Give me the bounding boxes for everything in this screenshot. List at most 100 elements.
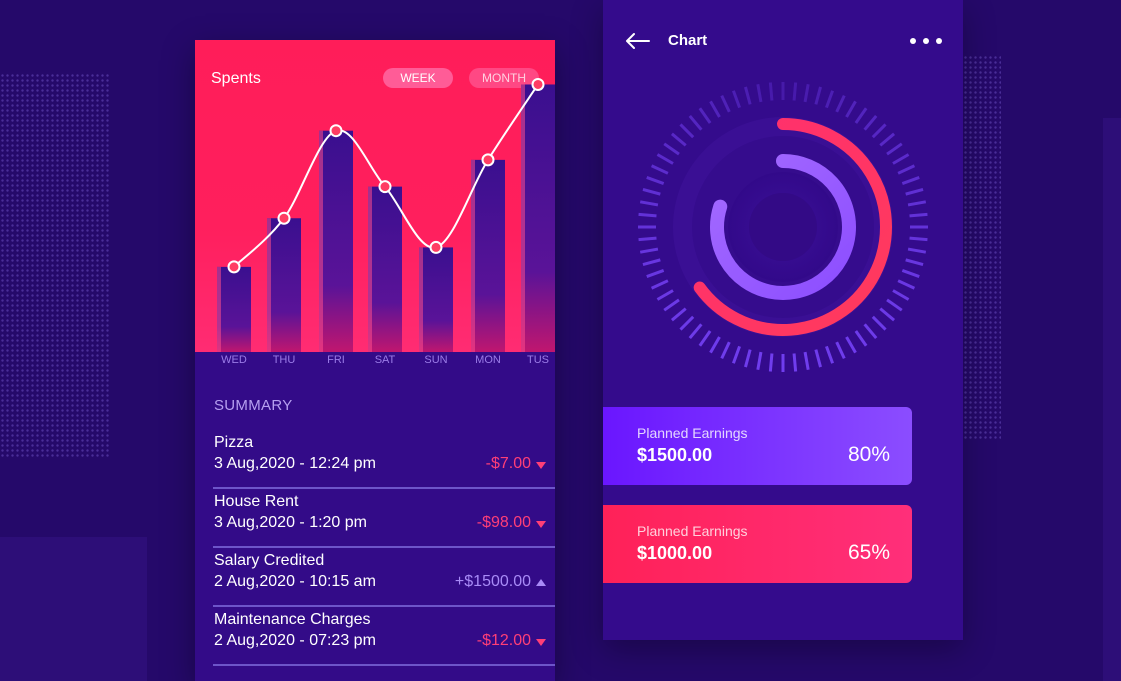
tick-mark (756, 83, 763, 103)
arrow-left-icon[interactable] (623, 31, 651, 51)
point-sat[interactable] (378, 180, 392, 194)
tick-mark (792, 82, 798, 101)
transaction-name: Maintenance Charges (214, 611, 371, 628)
transaction-date: 2 Aug,2020 - 10:15 am (214, 573, 376, 590)
tick-mark (879, 307, 896, 322)
day-label-wed: WED (221, 354, 247, 366)
point-fri[interactable] (329, 124, 343, 138)
transaction-row[interactable]: Pizza 3 Aug,2020 - 12:24 pm -$7.00 (213, 430, 555, 489)
point-sun[interactable] (429, 240, 443, 254)
background-dot-pattern-left (0, 73, 111, 457)
transaction-amount: +$1500.00 (454, 573, 531, 590)
background-dot-pattern-right (963, 55, 1001, 439)
bar-highlight (217, 266, 221, 352)
tick-mark (656, 153, 674, 165)
transaction-amount: -$7.00 (485, 455, 531, 472)
transaction-row[interactable]: Maintenance Charges 2 Aug,2020 - 07:23 pm… (213, 607, 555, 666)
tick-mark (768, 353, 774, 372)
triangle-down-icon (536, 462, 546, 469)
tick-mark (639, 200, 659, 207)
bar-thu (267, 218, 301, 352)
day-label-sun: SUN (424, 354, 448, 366)
triangle-down-icon (536, 639, 546, 646)
tick-mark (638, 212, 657, 218)
earnings-percent: 80% (847, 443, 890, 466)
day-label-tus: TUS (527, 354, 549, 366)
tab-month[interactable]: MONTH (469, 68, 539, 88)
transaction-name: Pizza (214, 434, 254, 451)
tick-mark (642, 188, 661, 196)
tick-mark (854, 107, 868, 124)
tick-mark (892, 153, 910, 165)
transaction-row[interactable]: Salary Credited 2 Aug,2020 - 10:15 am +$15… (213, 548, 555, 607)
tick-mark (792, 353, 798, 372)
transaction-date: 3 Aug,2020 - 1:20 pm (214, 514, 367, 531)
tick-mark (670, 132, 687, 147)
tick-mark (897, 164, 916, 175)
tick-mark (803, 351, 810, 371)
tick-mark (650, 279, 669, 290)
earnings-percent: 65% (847, 541, 890, 564)
tick-mark (656, 289, 674, 301)
tick-mark (688, 114, 703, 131)
day-label-mon: MON (475, 354, 501, 366)
tick-mark (756, 351, 763, 371)
day-label-thu: THU (272, 354, 296, 366)
tick-mark (901, 175, 920, 185)
planned-earnings-card-2[interactable]: Planned Earnings $1000.00 65% (603, 505, 912, 583)
day-label-sat: SAT (374, 354, 396, 366)
point-wed[interactable] (227, 260, 241, 274)
tick-mark (688, 323, 703, 340)
tick-mark (646, 269, 665, 279)
outer-progress-arc (693, 118, 892, 336)
planned-earnings-card-1[interactable]: Planned Earnings $1500.00 80% (603, 407, 912, 485)
chart-title: Chart (668, 32, 708, 49)
tick-mark (854, 330, 868, 347)
background-block-left (0, 537, 147, 681)
transaction-row[interactable]: House Rent 3 Aug,2020 - 1:20 pm -$98.00 (213, 489, 555, 548)
bar-tus (521, 84, 555, 352)
tick-mark (731, 90, 741, 109)
tick-mark (845, 336, 857, 354)
tick-mark (679, 315, 695, 331)
point-tus[interactable] (531, 77, 545, 91)
tick-mark (642, 258, 661, 266)
transaction-name: House Rent (214, 493, 299, 510)
tick-mark (663, 298, 680, 312)
tick-mark (871, 123, 887, 139)
inner-progress-arc (710, 154, 856, 300)
tick-mark (863, 323, 878, 340)
tick-mark (650, 164, 669, 175)
tick-mark (886, 142, 903, 156)
tick-mark (814, 86, 822, 105)
transaction-name: Salary Credited (214, 552, 325, 569)
bar-sun (419, 247, 453, 352)
tab-week[interactable]: WEEK (383, 68, 453, 88)
point-thu[interactable] (277, 211, 291, 225)
tick-mark (907, 200, 927, 207)
bar-fri (319, 130, 353, 352)
point-mon[interactable] (481, 153, 495, 167)
bar-mon (471, 159, 505, 352)
tick-mark (909, 236, 928, 242)
more-horizontal-icon[interactable] (909, 36, 943, 46)
tick-mark (863, 114, 878, 131)
tick-mark (825, 90, 835, 109)
tick-mark (744, 349, 752, 368)
transaction-amount: -$12.00 (476, 632, 531, 649)
tick-mark (709, 336, 721, 354)
background-block-right (1103, 118, 1121, 681)
tick-mark (720, 94, 731, 113)
tick-mark (646, 175, 665, 185)
tick-mark (886, 298, 903, 312)
tick-mark (639, 247, 659, 254)
bar-highlight (368, 186, 372, 352)
triangle-up-icon (536, 579, 546, 586)
tick-mark (744, 86, 752, 105)
tick-mark (698, 107, 712, 124)
tick-mark (892, 289, 910, 301)
tick-mark (905, 258, 924, 266)
tick-mark (825, 345, 835, 364)
ring-center-core (749, 193, 817, 261)
tick-mark (835, 94, 846, 113)
